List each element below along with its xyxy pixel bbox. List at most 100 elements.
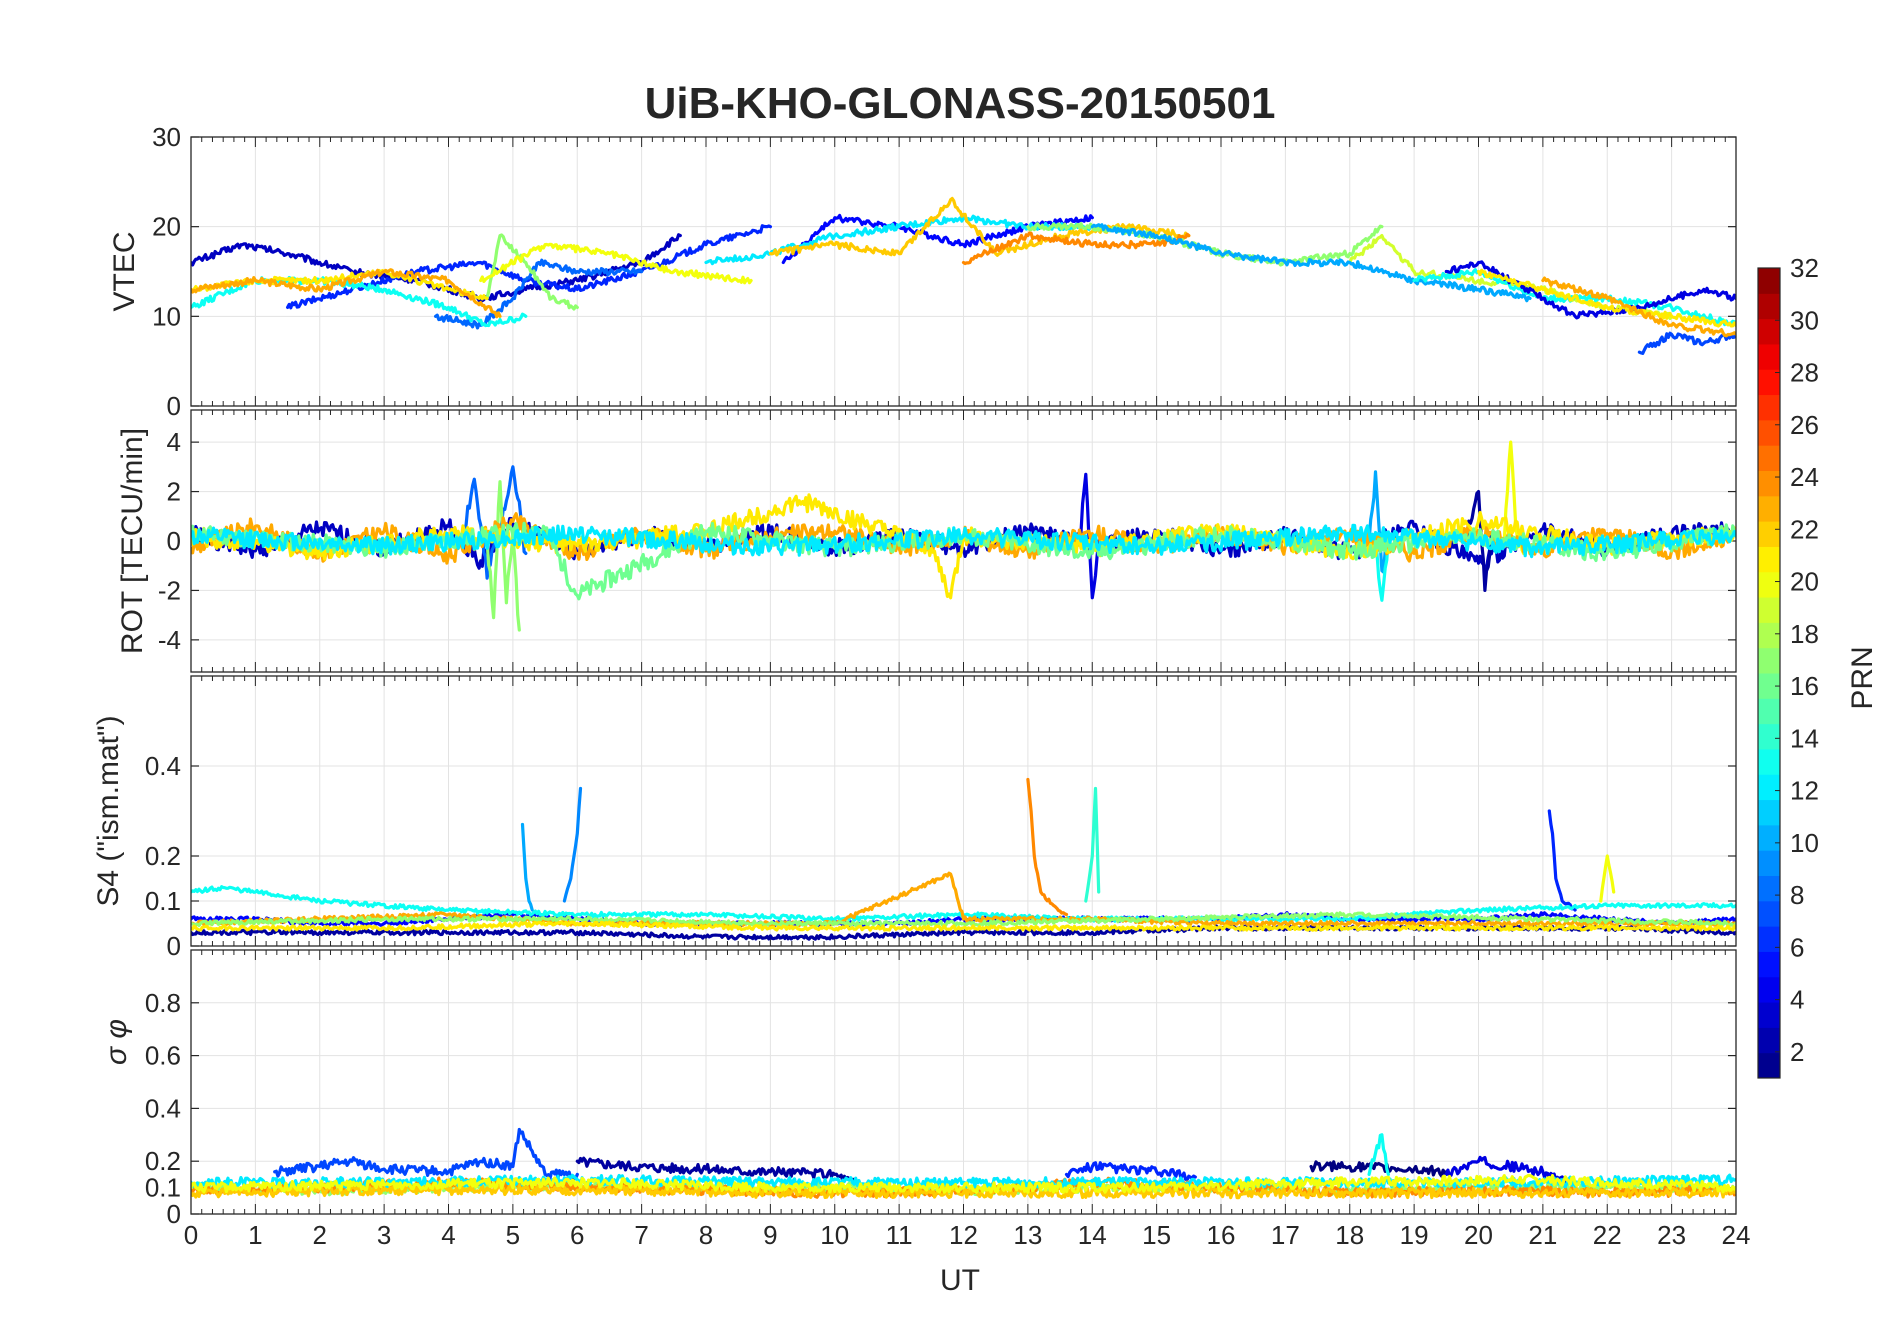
panel-rot: -4 -2 0 2 4 ROT [TECU/min] (116, 409, 1737, 673)
series-line-prn-13 (1367, 1133, 1390, 1176)
colorbar-segment (1758, 748, 1780, 775)
series-line-prn-1 (1309, 1160, 1448, 1178)
colorbar-segment (1758, 1027, 1780, 1054)
colorbar-segment (1758, 369, 1780, 396)
colorbar-segment (1758, 1002, 1780, 1028)
colorbar-frame (1757, 267, 1781, 1079)
colorbar-tick-label: 6 (1790, 932, 1804, 962)
colorbar-tick-label: 18 (1790, 619, 1819, 649)
y-tick-label: 20 (152, 212, 181, 242)
colorbar-segment (1758, 824, 1780, 851)
series-line-prn-8 (434, 258, 644, 330)
series-line-prn-23 (191, 268, 502, 319)
colorbar-tick-label: 8 (1790, 880, 1804, 910)
series-group (191, 1127, 1736, 1200)
y-tick-label: 10 (152, 301, 181, 331)
series-line-prn-21 (191, 920, 1736, 932)
series-line-prn-23 (1541, 276, 1736, 338)
y-tick-label: 0 (167, 931, 181, 961)
colorbar-segment (1758, 647, 1780, 674)
x-tick-label: 17 (1271, 1220, 1300, 1250)
colorbar-segment (1758, 445, 1780, 471)
colorbar-tick-label: 12 (1790, 776, 1819, 806)
y-tick-label: 0.1 (145, 886, 181, 916)
series-line-prn-6 (1064, 1161, 1197, 1182)
y-tick-label: 0 (167, 391, 181, 421)
colorbar-tick-label: 4 (1790, 985, 1804, 1015)
x-tick-label: 4 (441, 1220, 455, 1250)
x-tick-label: 3 (377, 1220, 391, 1250)
series-group (191, 196, 1736, 355)
series-line-prn-4 (1444, 1155, 1571, 1185)
x-tick-label: 12 (949, 1220, 978, 1250)
y-tick-label: 0.8 (145, 988, 181, 1018)
colorbar-segment (1758, 875, 1780, 902)
series-line-prn-20 (191, 1173, 1736, 1194)
series-line-prn-8 (459, 465, 528, 580)
y-tick-label: 30 (152, 122, 181, 152)
colorbar-segment (1758, 622, 1780, 649)
series-line-prn-23 (191, 871, 1736, 928)
x-tick-label: 7 (634, 1220, 648, 1250)
x-tick-label: 0 (184, 1220, 198, 1250)
colorbar-tick-label: 30 (1790, 305, 1819, 335)
y-tick-label: 0 (167, 1199, 181, 1229)
series-group (191, 440, 1736, 632)
x-tick-label: 19 (1400, 1220, 1429, 1250)
series-line-prn-20 (479, 242, 753, 285)
series-line-prn-10 (1090, 223, 1532, 303)
colorbar-tick-label: 10 (1790, 828, 1819, 858)
series-line-prn-7 (273, 1127, 579, 1181)
colorbar-tick-label: 2 (1790, 1037, 1804, 1067)
x-tick-label: 11 (886, 1220, 913, 1250)
x-tick-label: 13 (1013, 1220, 1042, 1250)
series-line-prn-12 (191, 523, 1736, 559)
x-tick-label: 14 (1078, 1220, 1107, 1250)
x-tick-label: 10 (820, 1220, 849, 1250)
chart-title: UiB-KHO-GLONASS-20150501 (645, 79, 1276, 128)
series-line-prn-14 (1084, 786, 1101, 903)
colorbar-segment (1758, 521, 1780, 547)
colorbar-segment (1758, 318, 1780, 345)
colorbar-segment (1758, 293, 1780, 320)
colorbar-tick-label: 16 (1790, 671, 1819, 701)
y-tick-label: 0.6 (145, 1041, 181, 1071)
axes-frame (190, 675, 1737, 947)
colorbar-tick-label: 26 (1790, 410, 1819, 440)
series-line-prn-6 (1547, 809, 1577, 912)
x-tick-label: 18 (1335, 1220, 1364, 1250)
colorbar-segment (1758, 419, 1780, 446)
x-tick-label: 1 (248, 1220, 262, 1250)
x-tick-label: 21 (1528, 1220, 1557, 1250)
series-line-prn-2 (1464, 490, 1493, 592)
x-axis: 0 1 2 3 4 5 6 7 8 9 10 11 12 13 14 15 16 17 18 19 20 21 22 23 24 (184, 1220, 1751, 1250)
panel-vtec: 0 10 20 30 VTEC (108, 122, 1737, 421)
colorbar-tick-label: 14 (1790, 723, 1819, 753)
y-tick-label: 4 (167, 427, 181, 457)
x-tick-label: 22 (1593, 1220, 1622, 1250)
y-axis-label: ROT [TECU/min] (116, 428, 149, 654)
x-tick-label: 15 (1142, 1220, 1171, 1250)
x-tick-label: 6 (570, 1220, 584, 1250)
y-tick-label: 0.4 (145, 751, 181, 781)
colorbar-segment (1758, 1052, 1780, 1079)
x-tick-label: 20 (1464, 1220, 1493, 1250)
y-tick-label: 0.2 (145, 1146, 181, 1176)
y-tick-label: 0.1 (145, 1173, 181, 1203)
series-line-prn-9 (562, 786, 583, 903)
colorbar-segment (1758, 774, 1780, 801)
axes-frame (190, 136, 1737, 407)
x-tick-label: 23 (1657, 1220, 1686, 1250)
colorbar-segment (1758, 470, 1780, 497)
y-tick-label: 2 (167, 477, 181, 507)
colorbar-label: PRN (1846, 646, 1879, 709)
colorbar-segment (1758, 850, 1780, 876)
y-axis-label: VTEC (108, 231, 141, 311)
colorbar-segment (1758, 597, 1780, 623)
series-line-prn-24 (1026, 777, 1069, 917)
y-tick-label: 0.2 (145, 841, 181, 871)
panel-sigma-phi: 00.10.2 0.4 0.6 0.8 σ φ (100, 949, 1737, 1229)
y-axis-label: S4 ("ism.mat") (92, 715, 125, 906)
axes-frame (190, 409, 1737, 673)
